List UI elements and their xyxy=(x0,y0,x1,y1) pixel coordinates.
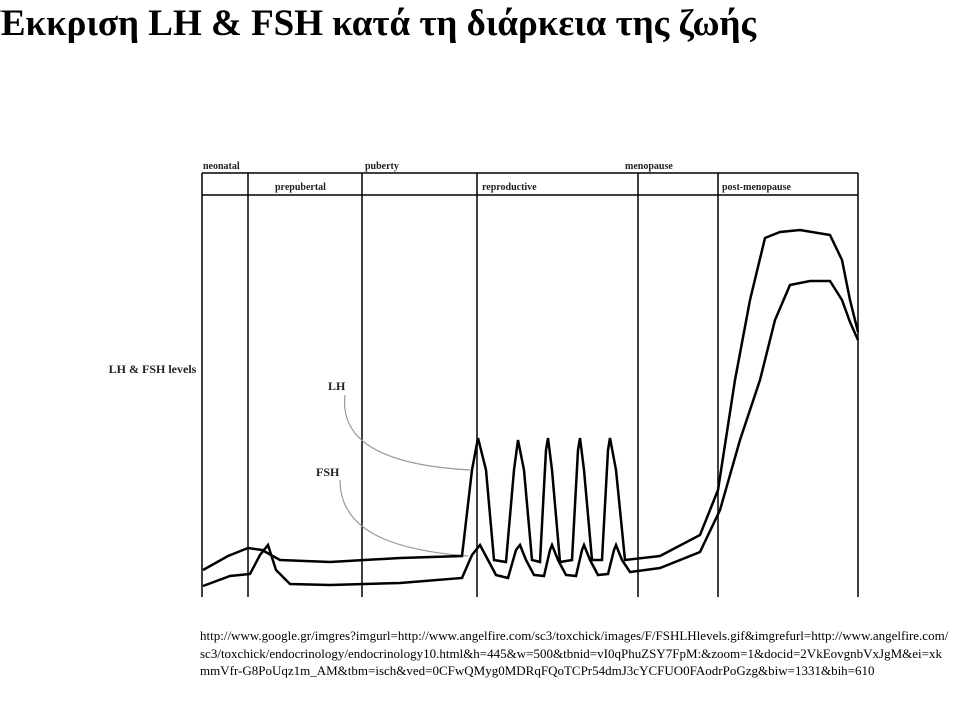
source-url: http://www.google.gr/imgres?imgurl=http:… xyxy=(200,628,949,678)
phase-label: puberty xyxy=(365,161,399,172)
frame xyxy=(201,172,859,597)
y-label: LH & FSH levels xyxy=(108,362,197,376)
fsh-curve xyxy=(202,279,860,588)
title: Έκκριση LH & FSH κατά τη διάρκεια της ζω… xyxy=(0,3,757,44)
figure: neonatal puberty menopause prepubertal r… xyxy=(108,161,860,597)
leader-lines xyxy=(339,394,471,557)
y-label-text: LH & FSH levels xyxy=(108,362,197,376)
curve-label: LH xyxy=(328,379,346,393)
phase-label: menopause xyxy=(625,161,673,172)
phase-label: reproductive xyxy=(482,182,537,193)
phase-label: post-menopause xyxy=(722,182,791,193)
phase-label: prepubertal xyxy=(275,182,326,193)
curve-label: FSH xyxy=(316,465,340,479)
phase-label: neonatal xyxy=(203,161,240,172)
lh-curve xyxy=(202,228,860,572)
